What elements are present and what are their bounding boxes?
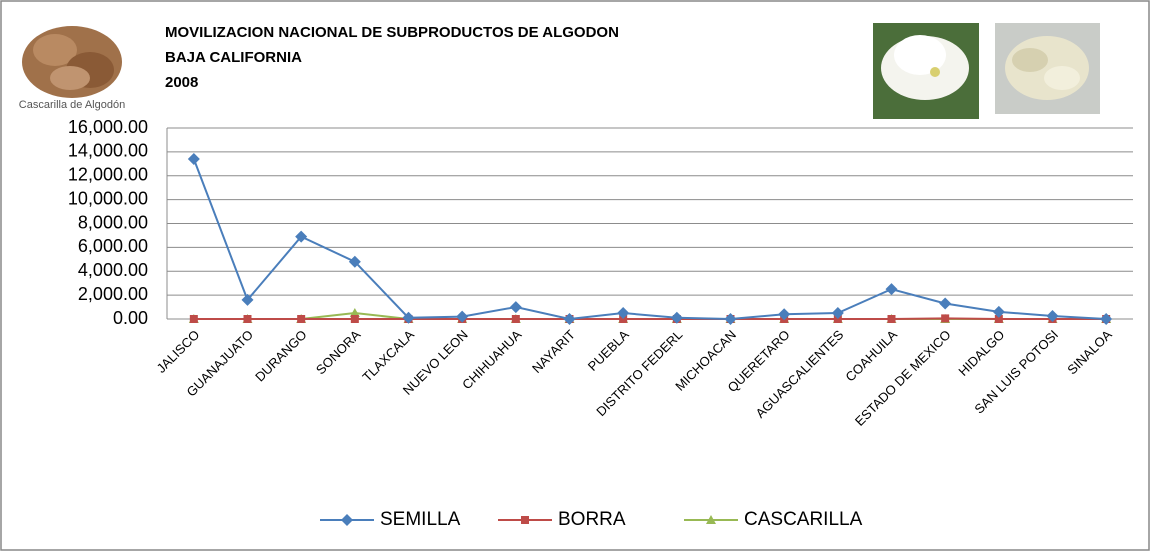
legend-label: CASCARILLA: [744, 509, 863, 530]
point: [297, 315, 305, 323]
series-line: [194, 318, 1106, 319]
y-tick-label: 4,000.00: [78, 260, 148, 280]
point: [190, 315, 198, 323]
y-tick-label: 6,000.00: [78, 236, 148, 256]
chart-title: MOVILIZACION NACIONAL DE SUBPRODUCTOS DE…: [165, 24, 619, 41]
image-caption: Cascarilla de Algodón: [19, 99, 125, 111]
legend-marker: [521, 516, 529, 524]
cotton-seed-image: [995, 23, 1100, 114]
cotton-husk-image: [22, 26, 122, 98]
point: [888, 315, 896, 323]
y-tick-label: 12,000.00: [68, 165, 148, 185]
y-tick-label: 8,000.00: [78, 212, 148, 232]
point: [941, 314, 949, 322]
y-tick-label: 16,000.00: [68, 117, 148, 137]
cotton-flower-image: [873, 23, 979, 119]
y-tick-label: 10,000.00: [68, 188, 148, 208]
point: [351, 315, 359, 323]
legend-label: BORRA: [558, 509, 626, 530]
chart-subtitle: BAJA CALIFORNIA: [165, 49, 302, 66]
y-tick-label: 2,000.00: [78, 284, 148, 304]
chart-year: 2008: [165, 74, 198, 91]
y-tick-label: 14,000.00: [68, 141, 148, 161]
point: [512, 315, 520, 323]
chart: Cascarilla de Algodón MOVILIZACION NACIO…: [0, 0, 1151, 552]
legend-label: SEMILLA: [380, 509, 461, 530]
y-tick-label: 0.00: [113, 308, 148, 328]
point: [244, 315, 252, 323]
